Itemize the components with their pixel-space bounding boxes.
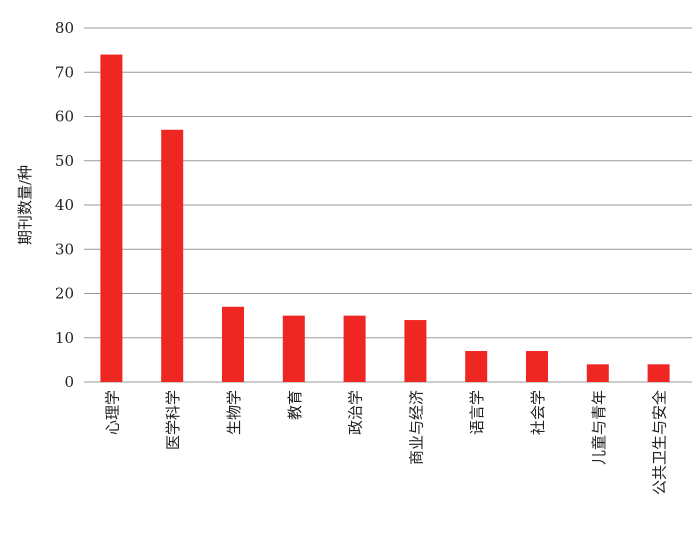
y-tick-label: 0 bbox=[64, 373, 74, 391]
y-tick-label: 60 bbox=[55, 108, 74, 126]
bar bbox=[161, 129, 184, 382]
x-tick-label: 生物学 bbox=[225, 390, 243, 435]
bar bbox=[343, 315, 366, 382]
x-tick-label: 语言学 bbox=[468, 390, 486, 435]
y-tick-label: 50 bbox=[55, 152, 74, 170]
x-tick-label: 儿童与青年 bbox=[590, 390, 608, 465]
bar bbox=[586, 364, 609, 382]
y-tick-label: 80 bbox=[55, 19, 74, 37]
x-tick-label: 社会学 bbox=[529, 390, 547, 435]
x-tick-label: 医学科学 bbox=[164, 390, 182, 450]
y-tick-label: 30 bbox=[55, 240, 74, 258]
bar bbox=[100, 54, 123, 383]
y-axis-label: 期刊数量/种 bbox=[16, 165, 34, 245]
bar bbox=[222, 306, 244, 382]
y-tick-label: 40 bbox=[55, 196, 74, 214]
y-tick-label: 10 bbox=[55, 329, 74, 347]
x-tick-label: 教育 bbox=[286, 390, 304, 420]
x-tick-label: 心理学 bbox=[103, 390, 121, 435]
y-tick-label: 20 bbox=[55, 285, 74, 303]
bar bbox=[647, 364, 670, 382]
x-tick-label: 政治学 bbox=[347, 390, 365, 435]
bar bbox=[282, 315, 305, 382]
x-tick-label: 商业与经济 bbox=[407, 390, 425, 465]
bar bbox=[526, 351, 548, 382]
bar bbox=[465, 351, 488, 382]
bar bbox=[404, 320, 427, 382]
y-tick-label: 70 bbox=[55, 63, 74, 81]
x-tick-label: 公共卫生与安全 bbox=[651, 390, 669, 495]
